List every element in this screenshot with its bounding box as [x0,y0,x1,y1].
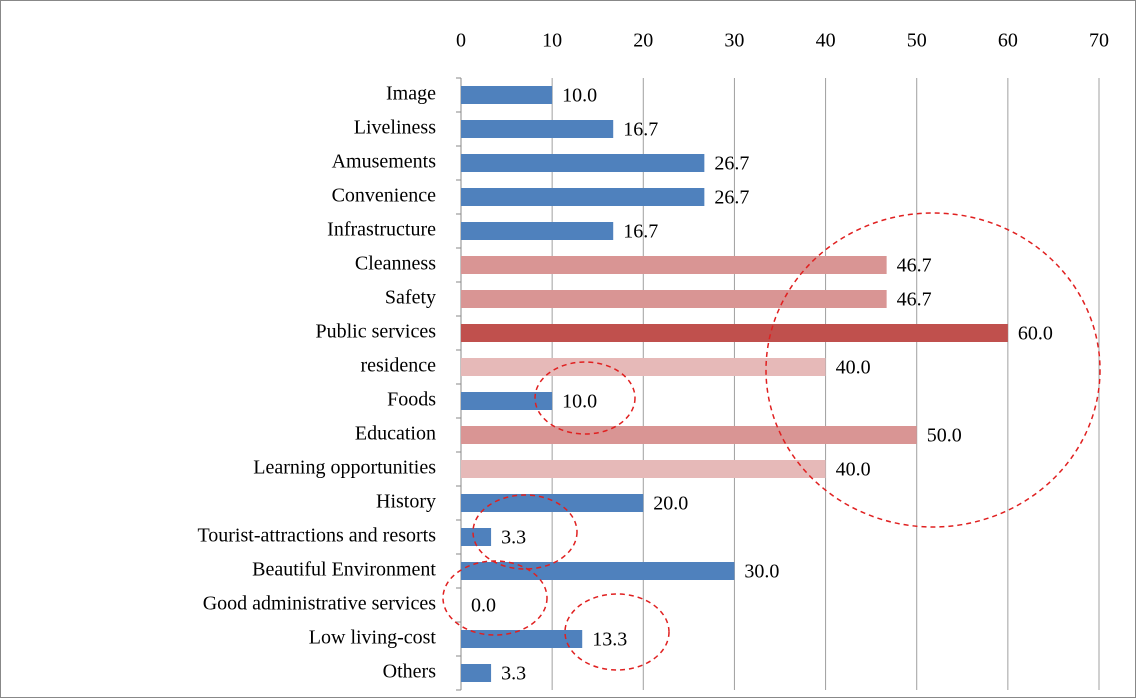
plot: 0 10 20 30 40 50 60 70 Image 10.0 Liveliness 16.7 Am… [197,30,1109,691]
y-tick-label: Learning opportunities [253,457,436,479]
y-tick-label: Beautiful Environment [252,559,436,581]
value-label: 40.0 [836,459,871,481]
bar [461,290,887,308]
bar [461,460,826,478]
bar [461,154,705,172]
bar [461,664,492,682]
value-label: 13.3 [592,629,627,651]
bar [461,358,826,376]
value-label: 40.0 [836,357,871,379]
value-label: 26.7 [714,153,749,175]
value-label: 46.7 [897,289,932,311]
bar [461,222,614,240]
x-tick-label: 30 [724,30,744,52]
bar [461,562,735,580]
y-tick-label: Public services [315,321,436,343]
y-tick-label: Good administrative services [203,593,436,615]
bar [461,120,614,138]
y-tick-label: Education [355,423,436,445]
y-tick-label: History [376,491,436,513]
value-label: 3.3 [501,663,526,685]
highlight-circle [534,361,636,435]
y-tick-label: Others [383,661,437,683]
value-label: 20.0 [653,493,688,515]
x-tick-label: 70 [1089,30,1109,52]
y-tick-label: Foods [387,389,436,411]
value-label: 26.7 [714,187,749,209]
y-tick-label: residence [360,355,436,377]
y-tick-label: Amusements [332,151,437,173]
highlight-circle [765,212,1101,528]
y-tick-label: Cleanness [355,253,436,275]
bar [461,256,887,274]
value-label: 16.7 [623,221,658,243]
y-tick-label: Liveliness [354,117,436,139]
value-label: 10.0 [562,391,597,413]
bar [461,494,644,512]
y-tick-label: Image [386,83,436,105]
y-tick-label: Convenience [332,185,437,207]
bar [461,630,583,648]
annotations [442,212,1101,671]
value-label: 50.0 [927,425,962,447]
y-tick-label: Infrastructure [327,219,436,241]
value-label: 60.0 [1018,323,1053,345]
bar [461,528,492,546]
bar [461,188,705,206]
x-tick-label: 20 [633,30,653,52]
value-label: 16.7 [623,119,658,141]
x-tick-label: 40 [816,30,836,52]
value-label: 0.0 [471,595,496,617]
highlight-circle [472,494,578,570]
value-label: 10.0 [562,85,597,107]
x-tick-label: 10 [542,30,562,52]
x-tick-label: 50 [907,30,927,52]
y-tick-label: Tourist-attractions and resorts [197,525,436,547]
y-tick-label: Safety [385,287,436,309]
bar [461,392,553,410]
highlight-circle [442,560,548,636]
y-tick-label: Low living-cost [309,627,437,649]
x-tick-label: 0 [456,30,466,52]
bar [461,426,917,444]
value-label: 46.7 [897,255,932,277]
value-label: 30.0 [744,561,779,583]
bar [461,86,553,104]
bar [461,324,1008,342]
x-tick-label: 60 [998,30,1018,52]
highlight-circle [564,593,670,671]
value-label: 3.3 [501,527,526,549]
